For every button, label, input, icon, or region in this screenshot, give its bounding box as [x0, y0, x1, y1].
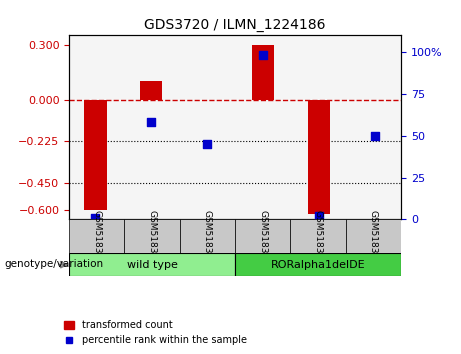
Point — [315, 213, 323, 219]
Text: RORalpha1delDE: RORalpha1delDE — [271, 259, 366, 270]
Bar — [140, 81, 162, 100]
Text: GSM518353: GSM518353 — [203, 210, 212, 265]
FancyBboxPatch shape — [346, 219, 401, 255]
Point — [92, 215, 99, 221]
Text: GSM518355: GSM518355 — [313, 210, 323, 265]
Bar — [308, 100, 330, 214]
Point — [371, 133, 378, 139]
Text: wild type: wild type — [127, 259, 177, 270]
Point — [260, 53, 267, 58]
Point — [203, 141, 211, 147]
Text: GSM518352: GSM518352 — [148, 210, 157, 265]
FancyBboxPatch shape — [124, 219, 180, 255]
Text: GSM518356: GSM518356 — [369, 210, 378, 265]
FancyBboxPatch shape — [235, 219, 290, 255]
FancyBboxPatch shape — [69, 253, 235, 276]
Text: GSM518351: GSM518351 — [92, 210, 101, 265]
Legend: transformed count, percentile rank within the sample: transformed count, percentile rank withi… — [60, 316, 250, 349]
FancyBboxPatch shape — [290, 219, 346, 255]
Bar — [252, 45, 274, 100]
Title: GDS3720 / ILMN_1224186: GDS3720 / ILMN_1224186 — [144, 18, 326, 32]
FancyBboxPatch shape — [235, 253, 401, 276]
Text: genotype/variation: genotype/variation — [5, 259, 104, 269]
Point — [148, 120, 155, 125]
Bar — [84, 100, 106, 210]
FancyBboxPatch shape — [180, 219, 235, 255]
FancyBboxPatch shape — [69, 219, 124, 255]
Text: GSM518354: GSM518354 — [258, 210, 267, 265]
